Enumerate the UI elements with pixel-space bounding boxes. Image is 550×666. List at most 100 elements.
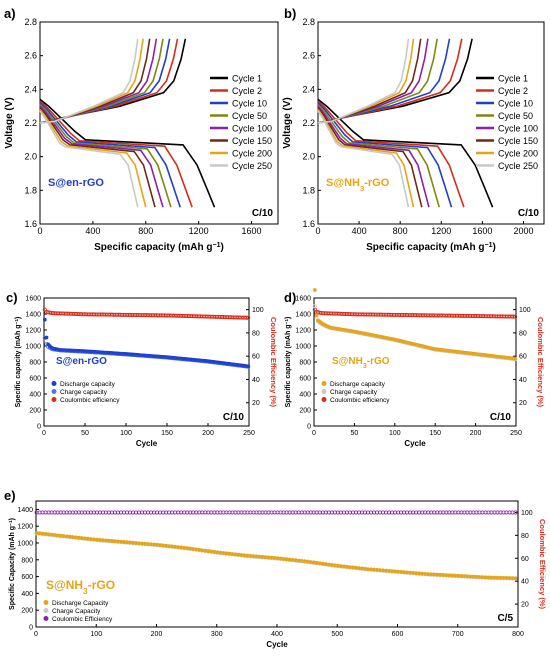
y-tick-label: 1600 bbox=[25, 296, 41, 303]
y2-tick-label: 60 bbox=[521, 556, 529, 563]
panel-d: d) 0 50 100 150 200 250 0 200 400 600 800 1000 1200 14… bbox=[284, 288, 545, 448]
legend-swatch bbox=[43, 600, 49, 605]
y-tick-label: 2.6 bbox=[302, 51, 315, 61]
y2-tick-label: 100 bbox=[521, 510, 533, 517]
panel-c: c) 0 50 100 150 200 250 0 200 400 600 800 1000 1200 14… bbox=[6, 290, 278, 448]
y-tick-label: 200 bbox=[21, 608, 33, 615]
legend-label: Cycle 100 bbox=[232, 124, 272, 134]
x-tick-label: 500 bbox=[331, 631, 343, 638]
legend-swatch bbox=[321, 397, 327, 402]
charge-curve bbox=[39, 38, 171, 124]
y-tick-label: 2.6 bbox=[24, 51, 37, 61]
y-tick-label: 1.6 bbox=[302, 219, 315, 229]
x-tick-label: 800 bbox=[138, 226, 153, 236]
x-tick-label: 700 bbox=[452, 631, 464, 638]
y-axis-title: Specific capacity (mAh g−1) bbox=[14, 317, 23, 408]
sample-annotation: S@NH3-rGO bbox=[332, 356, 390, 370]
y-tick-label: 800 bbox=[29, 360, 41, 367]
y-tick-label: 800 bbox=[21, 557, 33, 564]
y-tick-label: 2.2 bbox=[24, 118, 37, 128]
panel-b: b) 0 400 800 1200 1600 2000 1.6 1.8 2.0 2.2 2.4 2.6 2… bbox=[282, 6, 545, 253]
y-tick-label: 1000 bbox=[295, 344, 311, 351]
discharge-marker bbox=[312, 288, 317, 292]
x-tick-label: 600 bbox=[392, 631, 404, 638]
x-tick-label: 1200 bbox=[431, 226, 451, 236]
legend-label: Discharge Capacity bbox=[52, 600, 109, 607]
legend-swatch bbox=[51, 397, 57, 402]
y-tick-label: 0 bbox=[37, 424, 41, 431]
discharge-curve bbox=[39, 105, 164, 208]
x-tick-label: 50 bbox=[81, 430, 89, 437]
y-axis-title: Specific capacity (mAh g−1) bbox=[284, 317, 293, 408]
y2-tick-label: 20 bbox=[252, 400, 260, 407]
legend-label: Cycle 2 bbox=[232, 86, 262, 96]
y-axis-title: Voltage (V) bbox=[282, 97, 293, 148]
x-tick-label: 100 bbox=[120, 430, 132, 437]
x-tick-label: 200 bbox=[202, 430, 214, 437]
discharge-marker bbox=[246, 364, 251, 369]
rate-annotation: C/10 bbox=[252, 208, 274, 219]
y-axis-title: Specific Capacity (mAh g−1) bbox=[8, 518, 17, 610]
y2-tick-label: 40 bbox=[519, 377, 527, 384]
y-tick-label: 1200 bbox=[17, 524, 33, 531]
y-tick-label: 0 bbox=[29, 625, 33, 632]
legend-label: Discharge capacity bbox=[330, 381, 386, 388]
discharge-marker bbox=[314, 313, 319, 317]
legend-label: Cycle 1 bbox=[498, 74, 528, 84]
y2-axis-title: Coulombic Efficiency (%) bbox=[536, 317, 545, 408]
x-tick-label: 400 bbox=[271, 631, 283, 638]
x-tick-label: 0 bbox=[42, 430, 46, 437]
x-axis-title: Cycle bbox=[266, 640, 288, 649]
x-tick-label: 2000 bbox=[513, 226, 533, 236]
x-tick-label: 150 bbox=[161, 430, 173, 437]
plot-frame bbox=[35, 500, 519, 628]
rate-annotation: C/10 bbox=[518, 208, 540, 219]
efficiency-marker bbox=[244, 315, 249, 320]
y-tick-label: 1400 bbox=[17, 507, 33, 514]
charge-marker bbox=[312, 303, 317, 308]
y2-tick-label: 20 bbox=[519, 400, 527, 407]
y2-axis-title: Coulombic Efficiency (%) bbox=[538, 519, 547, 610]
discharge-curve bbox=[39, 103, 172, 208]
y2-tick-label: 40 bbox=[252, 377, 260, 384]
y2-tick-label: 100 bbox=[252, 307, 264, 314]
y-tick-label: 1000 bbox=[25, 344, 41, 351]
y-tick-label: 2.0 bbox=[24, 152, 37, 162]
x-tick-label: 300 bbox=[211, 631, 223, 638]
legend-swatch bbox=[43, 608, 49, 613]
discharge-marker bbox=[513, 576, 518, 581]
legend-label: Cycle 250 bbox=[232, 161, 272, 171]
x-tick-label: 150 bbox=[429, 430, 441, 437]
y-axis-title: Voltage (V) bbox=[4, 97, 15, 148]
x-tick-label: 1200 bbox=[189, 226, 209, 236]
x-axis-title: Specific capacity (mAh g−1) bbox=[94, 242, 224, 254]
efficiency-marker bbox=[511, 314, 516, 319]
legend-label: Coulombic efficiency bbox=[330, 397, 390, 404]
y-tick-label: 1200 bbox=[25, 328, 41, 335]
legend-label: Cycle 1 bbox=[232, 74, 262, 84]
y-tick-label: 400 bbox=[299, 392, 311, 399]
x-tick-label: 0 bbox=[312, 430, 316, 437]
x-tick-label: 0 bbox=[34, 631, 38, 638]
legend-swatch bbox=[51, 389, 57, 394]
x-tick-label: 800 bbox=[393, 226, 408, 236]
y2-tick-label: 40 bbox=[521, 579, 529, 586]
y-tick-label: 200 bbox=[29, 408, 41, 415]
x-tick-label: 200 bbox=[470, 430, 482, 437]
y-tick-label: 1000 bbox=[17, 541, 33, 548]
panel-label: c) bbox=[6, 290, 18, 305]
y-tick-label: 1400 bbox=[25, 312, 41, 319]
y-tick-label: 1600 bbox=[295, 296, 311, 303]
discharge-curve bbox=[317, 107, 423, 208]
discharge-curve bbox=[317, 103, 440, 208]
x-tick-label: 200 bbox=[151, 631, 163, 638]
legend-swatch bbox=[51, 381, 57, 386]
charge-curve bbox=[39, 38, 187, 124]
discharge-curve bbox=[39, 98, 216, 208]
y-tick-label: 1.6 bbox=[24, 219, 37, 229]
y-tick-label: 0 bbox=[307, 424, 311, 431]
legend-label: Cycle 200 bbox=[232, 149, 272, 159]
x-tick-label: 0 bbox=[315, 226, 320, 236]
legend-label: Cycle 150 bbox=[498, 136, 538, 146]
x-tick-label: 1600 bbox=[242, 226, 262, 236]
